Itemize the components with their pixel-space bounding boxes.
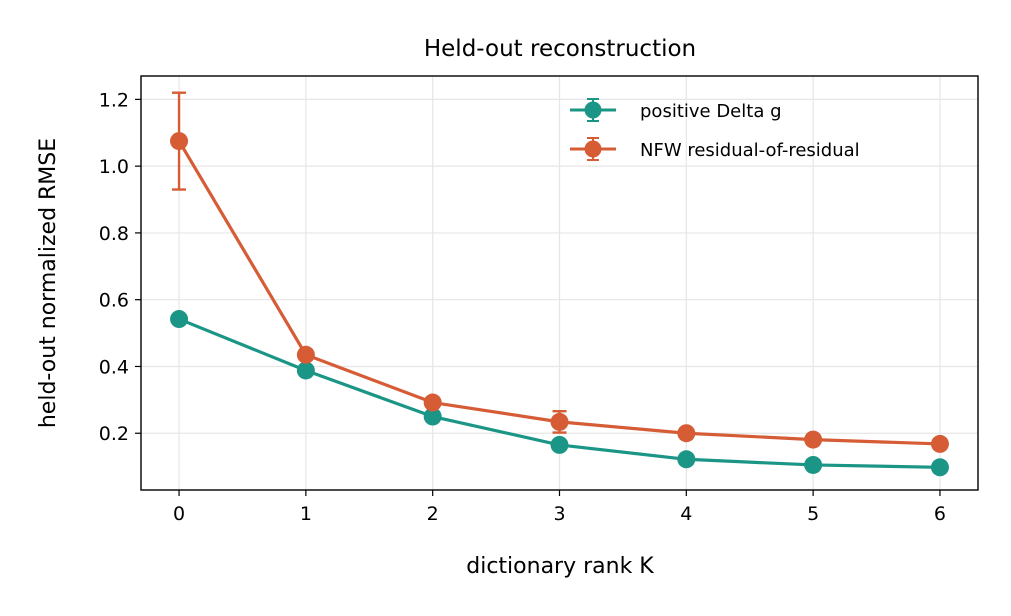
x-tick-label: 6 [934,503,946,525]
y-tick-label: 0.6 [99,290,129,312]
data-point [296,361,315,380]
data-point [804,430,823,449]
y-tick-label: 0.2 [99,423,129,445]
data-point [170,132,189,151]
data-point [677,450,696,469]
data-point [930,434,949,453]
y-tick-label: 0.4 [99,356,129,378]
x-tick-label: 2 [427,503,439,525]
legend-marker-nfw-residual-of-residual [584,140,602,158]
y-axis-label: held-out normalized RMSE [36,138,61,428]
data-point [550,435,569,454]
legend-item-positive-delta-g: positive Delta g [570,98,782,122]
series-1 [170,91,949,453]
data-point [296,345,315,364]
legend-label-nfw-residual-of-residual: NFW residual-of-residual [640,140,860,161]
data-point [423,393,442,412]
x-tick-label: 0 [173,503,185,525]
axis-ticks: 0 1 2 3 4 5 6 0.2 0.4 0.6 0.8 1.0 1.2 [99,89,946,525]
legend-marker-positive-delta-g [584,101,602,119]
x-tick-label: 1 [300,503,312,525]
y-tick-label: 1.2 [99,89,129,111]
data-point [550,412,569,431]
data-point [170,310,189,329]
legend-item-nfw-residual-of-residual: NFW residual-of-residual [570,137,860,161]
y-tick-label: 1.0 [99,156,129,178]
series-layer [170,91,949,477]
x-tick-label: 4 [680,503,692,525]
legend: positive Delta g NFW residual-of-residua… [570,98,860,161]
data-point [930,458,949,477]
chart-title: Held-out reconstruction [424,36,696,62]
series-0 [170,310,949,477]
x-tick-label: 5 [807,503,819,525]
x-axis-label: dictionary rank K [466,554,654,579]
data-point [423,407,442,426]
data-point [804,455,823,474]
data-point [677,424,696,443]
grid [141,76,978,490]
y-tick-label: 0.8 [99,223,129,245]
legend-label-positive-delta-g: positive Delta g [640,101,782,122]
x-tick-label: 3 [553,503,565,525]
